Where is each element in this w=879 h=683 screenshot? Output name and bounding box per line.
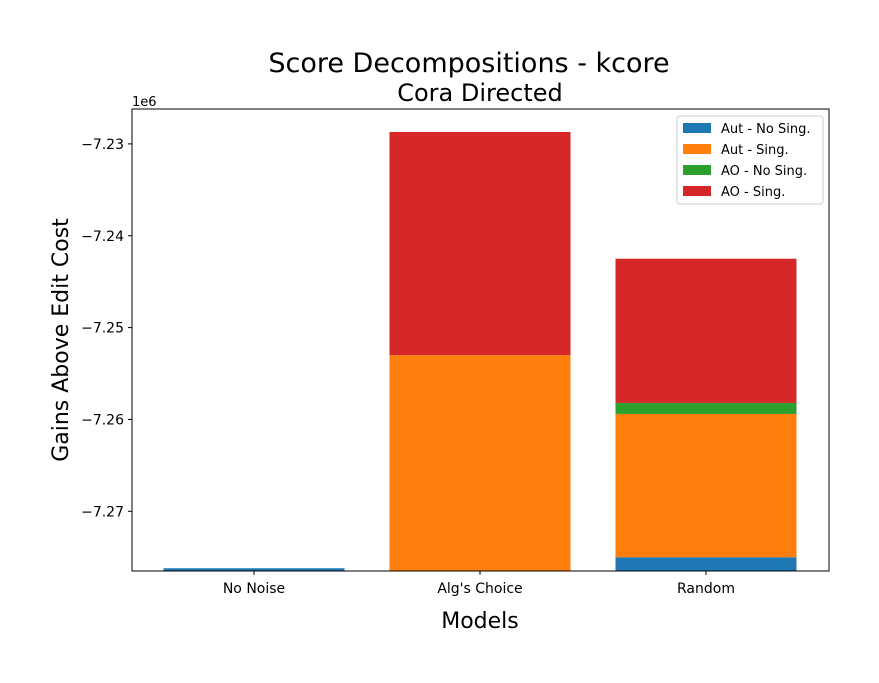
- legend-swatch: [683, 165, 711, 175]
- y-tick-label: −7.26: [81, 412, 124, 428]
- legend-label: AO - Sing.: [721, 185, 785, 200]
- bar-ao-no-sing--2: [615, 402, 797, 414]
- bars-layer: [163, 131, 797, 571]
- y-tick-label: −7.27: [81, 504, 124, 520]
- ticks-layer: −7.27 −7.26 −7.25 −7.24 −7.23 No Noise Alg's C…: [81, 137, 735, 597]
- legend-swatch: [683, 123, 711, 133]
- bar-ao-sing--2: [615, 258, 797, 403]
- y-tick-label: −7.23: [81, 137, 124, 153]
- plot-frame: [131, 108, 830, 572]
- x-tick-label: No Noise: [223, 581, 285, 597]
- y-axis-offset-label: 1e6: [132, 95, 157, 110]
- legend-label: Aut - No Sing.: [721, 122, 810, 137]
- legend-swatch: [683, 144, 711, 154]
- chart-subtitle: Cora Directed: [397, 79, 563, 107]
- bar-ao-sing--1: [389, 131, 571, 356]
- legend-swatch: [683, 186, 711, 196]
- y-tick-label: −7.24: [81, 229, 124, 245]
- legend-label: Aut - Sing.: [721, 143, 789, 158]
- x-tick-label: Alg's Choice: [437, 581, 522, 597]
- bar-aut-no-sing--0: [163, 568, 345, 571]
- legend-label: AO - No Sing.: [721, 164, 807, 179]
- y-tick-label: −7.25: [81, 321, 124, 337]
- legend: Aut - No Sing. Aut - Sing. AO - No Sing. AO…: [676, 115, 824, 205]
- legend-frame: [676, 115, 824, 205]
- y-axis-label: Gains Above Edit Cost: [49, 218, 74, 462]
- bar-aut-no-sing--2: [615, 557, 797, 571]
- x-axis-label: Models: [441, 609, 519, 634]
- x-tick-label: Random: [677, 581, 735, 597]
- chart-title: Score Decompositions - kcore: [268, 48, 669, 79]
- bar-aut-sing--2: [615, 413, 797, 558]
- bar-aut-sing--1: [389, 355, 571, 571]
